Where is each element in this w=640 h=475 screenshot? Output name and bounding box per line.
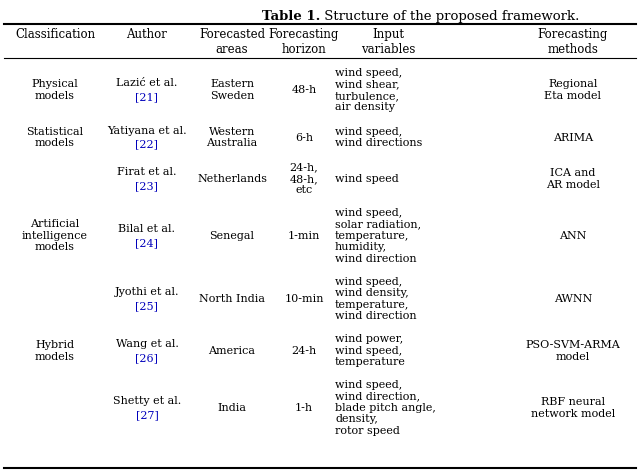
Text: [22]: [22] xyxy=(136,140,159,150)
Text: Western
Australia: Western Australia xyxy=(206,127,258,148)
Text: Statistical
models: Statistical models xyxy=(26,127,84,148)
Text: [26]: [26] xyxy=(136,353,159,363)
Text: wind speed,
wind direction,
blade pitch angle,
density,
rotor speed: wind speed, wind direction, blade pitch … xyxy=(335,380,436,436)
Text: America: America xyxy=(209,346,255,356)
Text: 24-h: 24-h xyxy=(291,346,317,356)
Text: Hybrid
models: Hybrid models xyxy=(35,340,75,361)
Text: 1-h: 1-h xyxy=(295,403,313,413)
Text: wind power,
wind speed,
temperature: wind power, wind speed, temperature xyxy=(335,334,406,367)
Text: Table 1.: Table 1. xyxy=(262,10,320,23)
Text: Senegal: Senegal xyxy=(209,231,255,241)
Text: Artificial
intelligence
models: Artificial intelligence models xyxy=(22,219,88,252)
Text: Physical
models: Physical models xyxy=(31,79,78,101)
Text: [21]: [21] xyxy=(136,92,159,102)
Text: Yatiyana et al.: Yatiyana et al. xyxy=(107,125,187,135)
Text: wind speed,
wind directions: wind speed, wind directions xyxy=(335,127,422,148)
Text: wind speed,
wind shear,
turbulence,
air density: wind speed, wind shear, turbulence, air … xyxy=(335,67,403,113)
Text: RBF neural
network model: RBF neural network model xyxy=(531,397,615,418)
Text: wind speed,
solar radiation,
temperature,
humidity,
wind direction: wind speed, solar radiation, temperature… xyxy=(335,208,421,264)
Text: [27]: [27] xyxy=(136,410,159,420)
Text: 24-h,
48-h,
etc: 24-h, 48-h, etc xyxy=(290,162,318,195)
Text: wind speed,
wind density,
temperature,
wind direction: wind speed, wind density, temperature, w… xyxy=(335,276,417,322)
Text: 48-h: 48-h xyxy=(291,85,317,95)
Text: ARIMA: ARIMA xyxy=(553,133,593,142)
Text: India: India xyxy=(218,403,246,413)
Text: ICA and
AR model: ICA and AR model xyxy=(546,168,600,190)
Text: AWNN: AWNN xyxy=(554,294,592,304)
Text: Classification: Classification xyxy=(15,28,95,41)
Text: 1-min: 1-min xyxy=(288,231,320,241)
Text: Bilal et al.: Bilal et al. xyxy=(118,224,175,234)
Text: Netherlands: Netherlands xyxy=(197,174,267,184)
Text: [24]: [24] xyxy=(136,238,159,248)
Text: 6-h: 6-h xyxy=(295,133,313,142)
Text: Author: Author xyxy=(127,28,168,41)
Text: Firat et al.: Firat et al. xyxy=(117,167,177,177)
Text: Shetty et al.: Shetty et al. xyxy=(113,396,181,406)
Text: Jyothi et al.: Jyothi et al. xyxy=(115,287,179,297)
Text: Forecasting
horizon: Forecasting horizon xyxy=(269,28,339,56)
Text: Input
variables: Input variables xyxy=(361,28,415,56)
Text: Structure of the proposed framework.: Structure of the proposed framework. xyxy=(320,10,579,23)
Text: Wang et al.: Wang et al. xyxy=(116,339,179,349)
Text: 10-min: 10-min xyxy=(284,294,324,304)
Text: Eastern
Sweden: Eastern Sweden xyxy=(210,79,254,101)
Text: ANN: ANN xyxy=(559,231,587,241)
Text: [23]: [23] xyxy=(136,181,159,191)
Text: Lazić et al.: Lazić et al. xyxy=(116,78,178,88)
Text: Regional
Eta model: Regional Eta model xyxy=(545,79,602,101)
Text: North India: North India xyxy=(199,294,265,304)
Text: Forecasting
methods: Forecasting methods xyxy=(538,28,608,56)
Text: [25]: [25] xyxy=(136,301,159,311)
Text: Forecasted
areas: Forecasted areas xyxy=(199,28,265,56)
Text: wind speed: wind speed xyxy=(335,174,399,184)
Text: PSO-SVM-ARMA
model: PSO-SVM-ARMA model xyxy=(525,340,620,361)
